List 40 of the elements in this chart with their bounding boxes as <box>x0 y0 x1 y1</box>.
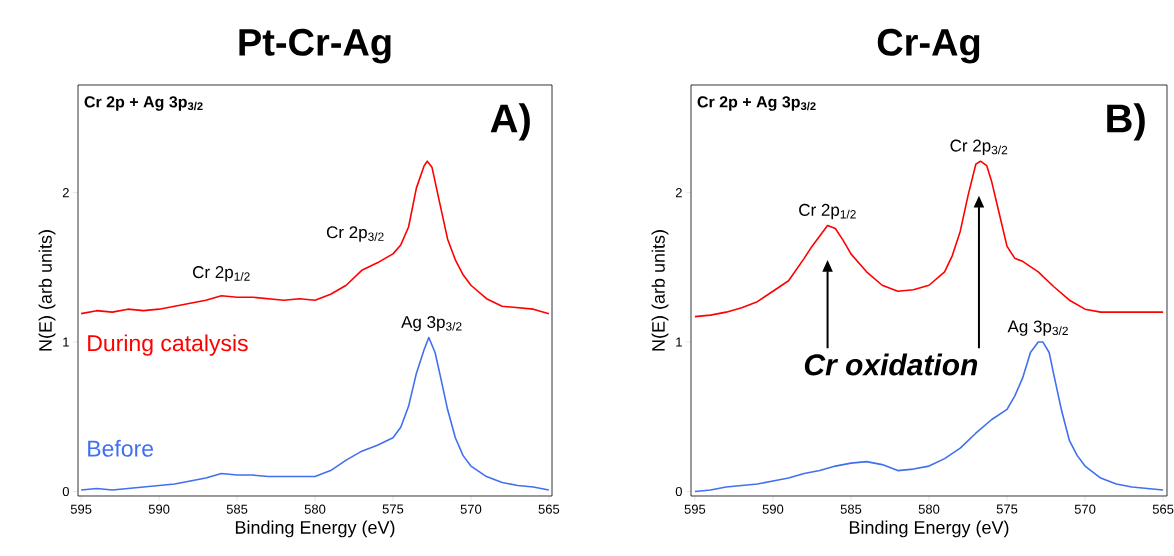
x-tick-label: 565 <box>1152 504 1174 514</box>
annotation: Cr oxidation <box>804 353 978 376</box>
x-tick-label: 595 <box>70 504 92 514</box>
x-tick-label: 570 <box>1074 504 1096 514</box>
series-label: Before <box>88 439 154 457</box>
line-series <box>694 341 1164 493</box>
x-tick-label: 580 <box>304 504 326 514</box>
annotation: Cr 2p$_{3/2}$ <box>326 226 384 242</box>
annotation: Cr 2p$_{1/2}$ <box>193 266 250 282</box>
x-tick-label: 590 <box>148 504 170 514</box>
y-tick-label: 1 <box>676 337 682 347</box>
annotation: Cr 2p$_{3/2}$ <box>950 139 1008 156</box>
x-tick-label: 595 <box>684 504 706 514</box>
y-tick-label: 2 <box>62 188 69 198</box>
annotation: Cr 2p$_{1/2}$ <box>799 203 856 220</box>
x-tick-label: 575 <box>382 504 404 514</box>
series-label: During catalysis <box>88 334 248 356</box>
y-axis-title: N(E) (arb units) <box>38 230 56 351</box>
x-axis-title: Binding Energy (eV) <box>235 520 395 538</box>
annotation: B) <box>1107 103 1145 141</box>
annotation: Ag 3p$_{3/2}$ <box>1007 320 1068 336</box>
x-tick-label: 575 <box>996 504 1018 514</box>
y-axis-title: N(E) (arb units) <box>651 230 669 351</box>
annotation: A) <box>490 103 530 141</box>
chart-title: Pt-Cr-Ag <box>239 28 391 64</box>
y-tick-label: 0 <box>62 486 69 497</box>
y-tick-label: 0 <box>675 486 682 497</box>
annotation: Cr 2p + Ag 3p$_{3/2}$ <box>697 96 816 111</box>
annotation: Cr 2p + Ag 3p$_{3/2}$ <box>84 96 203 111</box>
x-tick-label: 585 <box>226 504 248 514</box>
annotation: Ag 3p$_{3/2}$ <box>401 315 462 332</box>
x-tick-label: 585 <box>840 504 862 514</box>
x-tick-label: 590 <box>762 504 784 514</box>
x-tick-label: 565 <box>538 504 560 514</box>
x-axis-title: Binding Energy (eV) <box>849 520 1009 538</box>
x-tick-label: 570 <box>460 504 482 514</box>
y-tick-label: 2 <box>675 188 682 198</box>
y-tick-label: 1 <box>63 337 69 347</box>
chart-title: Cr-Ag <box>877 28 980 64</box>
x-tick-label: 580 <box>918 504 940 514</box>
